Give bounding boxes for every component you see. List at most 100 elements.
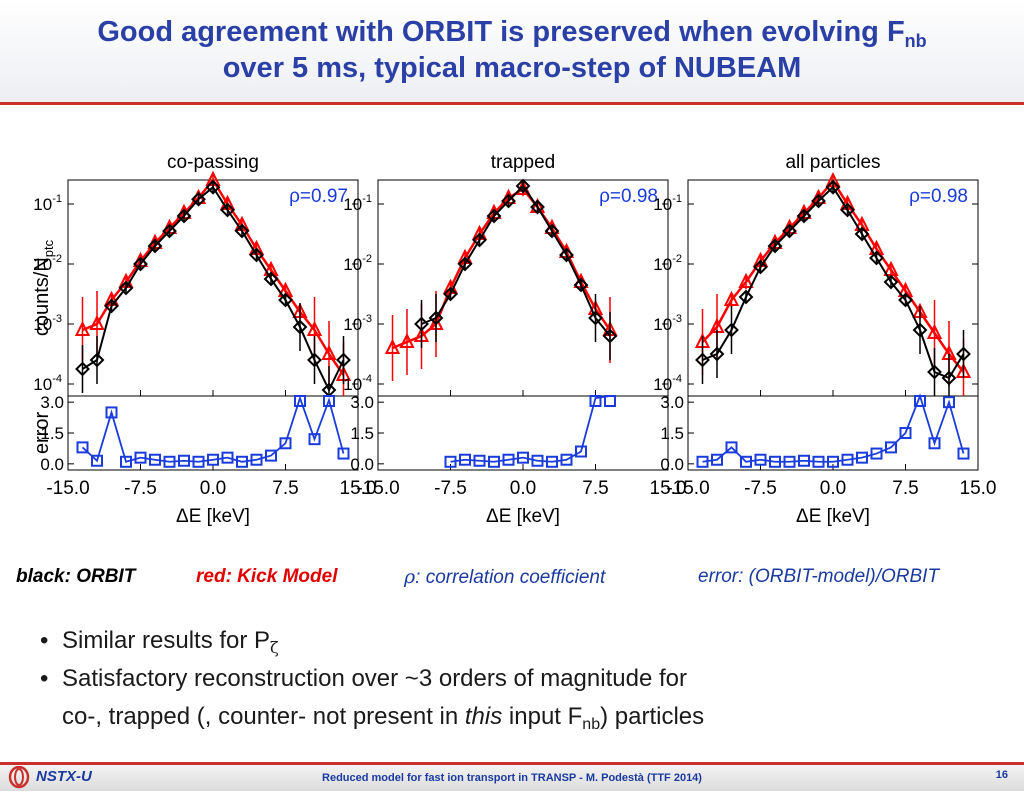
orbit-point (263, 271, 279, 287)
error-point (279, 437, 292, 450)
error-point (250, 453, 263, 466)
bullet-text-line2c: ) particles (600, 703, 705, 730)
legend-rho: ρ: correlation coefficient (404, 566, 605, 589)
error-point (149, 453, 161, 466)
bullet-text-line2a: co-, trapped (, counter- not present in (62, 703, 465, 730)
legend-rho-text: : correlation coefficient (415, 567, 606, 588)
error-point (841, 453, 854, 466)
kick-model-line (82, 177, 345, 376)
orbit-point (428, 310, 444, 326)
bullet-text-line2b: input F (502, 703, 583, 730)
title-subscript: nb (904, 31, 927, 51)
footer-text: Reduced model for fast ion transport in … (322, 772, 702, 784)
slide-title: Good agreement with ORBIT is preserved w… (0, 14, 1024, 86)
error-point (856, 451, 868, 464)
x-tick-label: -15.0 (46, 478, 89, 499)
orbit-point (133, 256, 148, 272)
y-tick-label: 10-4 (33, 373, 62, 394)
error-point (914, 395, 926, 407)
y-tick-label: 10-4 (343, 373, 372, 394)
orbit-point (486, 208, 502, 224)
panel-title: trapped (491, 152, 555, 173)
orbit-point (414, 316, 429, 332)
bullet-text: Similar results for P (62, 627, 271, 654)
kick-model-point (89, 314, 105, 330)
y-axis-label: counts/Nptc (31, 239, 56, 336)
orbit-point (898, 292, 913, 308)
error-point (783, 455, 796, 468)
orbit-point (738, 289, 754, 305)
x-axis-label: ΔE [keV] (796, 506, 870, 527)
error-point (899, 427, 912, 439)
orbit-point (753, 259, 768, 275)
orbit-point (588, 310, 603, 326)
rho-symbol: ρ (404, 566, 416, 588)
orbit-point (162, 223, 177, 239)
error-y-tick-label: 3.0 (660, 393, 684, 412)
orbit-point (443, 286, 458, 302)
orbit-point (176, 208, 192, 224)
error-point (76, 441, 89, 454)
x-tick-label: 15.0 (340, 478, 377, 499)
error-point (812, 455, 825, 468)
orbit-point (307, 352, 322, 368)
kick-model-point (399, 332, 415, 348)
kick-model-line (392, 187, 612, 350)
error-point (105, 406, 118, 419)
error-point (502, 453, 515, 466)
orbit-point (530, 199, 545, 215)
orbit-point (796, 208, 812, 224)
y-tick-label: 10-2 (343, 253, 372, 274)
page-number: 16 (995, 769, 1008, 781)
orbit-point (767, 238, 783, 254)
error-point (957, 447, 970, 460)
title-bar (0, 0, 1024, 104)
orbit-line (81, 185, 345, 393)
orbit-point (515, 178, 531, 194)
error-point (517, 451, 529, 464)
error-point (444, 455, 457, 468)
orbit-point (292, 319, 308, 335)
bullet-item: • Satisfactory reconstruction over ~3 or… (40, 660, 1000, 736)
legend-kick-model: red: Kick Model (196, 566, 338, 587)
title-line2: over 5 ms, typical macro-step of NUBEAM (222, 52, 802, 84)
y-tick-label: 10-2 (653, 253, 682, 274)
orbit-point (782, 223, 797, 239)
charts-figure: co-passingρ=0.9710-110-210-310-43.01.50.… (31, 152, 996, 527)
orbit-point (602, 328, 618, 344)
orbit-point (956, 346, 971, 362)
y-tick-label: 10-3 (653, 313, 682, 334)
bullet-subscript2: nb (582, 716, 601, 733)
error-y-tick-label: 0.0 (40, 455, 64, 474)
y-tick-label: 10-1 (653, 193, 682, 214)
error-point (163, 455, 176, 468)
legend-error: error: (ORBIT-model)/ORBIT (698, 566, 940, 587)
error-point (604, 395, 616, 407)
error-point (120, 455, 132, 468)
error-y-tick-label: 0.0 (660, 455, 684, 474)
error-line (81, 395, 345, 463)
panel-title: all particles (785, 152, 880, 173)
footer (0, 765, 1024, 791)
title-divider (0, 102, 1024, 105)
orbit-point (544, 223, 560, 239)
orbit-point (147, 238, 163, 254)
error-point (943, 396, 955, 409)
error-point (323, 395, 335, 407)
error-point (308, 433, 321, 446)
x-tick-label: -7.5 (434, 478, 467, 499)
y-tick-label: 10-1 (33, 193, 62, 214)
orbit-line (421, 184, 611, 337)
kick-model-point (738, 272, 754, 288)
orbit-point (89, 352, 105, 368)
orbit-point (205, 179, 221, 195)
y-tick-label: 10-1 (343, 193, 372, 214)
y-tick-label: 10-3 (343, 313, 372, 334)
rho-label: ρ=0.98 (599, 186, 658, 207)
orbit-point (825, 179, 841, 195)
error-point (740, 455, 752, 468)
error-point (337, 447, 350, 460)
bullet-dot: • (40, 627, 49, 654)
x-tick-label: -7.5 (744, 478, 777, 499)
error-y-tick-label: 3.0 (40, 393, 64, 412)
